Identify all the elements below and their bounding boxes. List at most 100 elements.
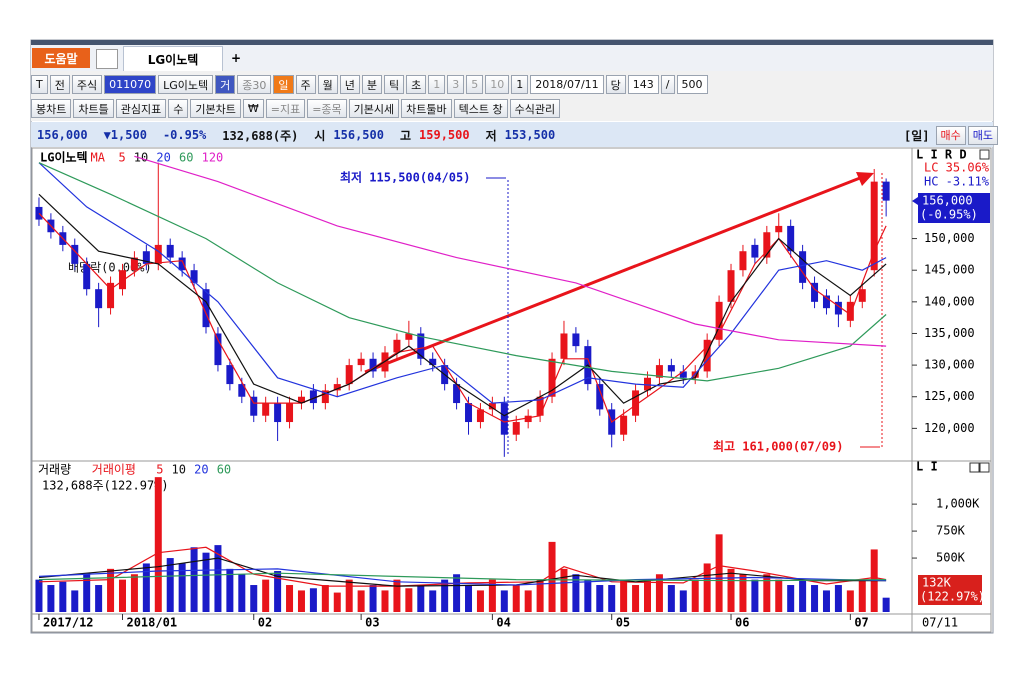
volume-tag-rate: (122.97%) [920, 590, 985, 604]
volume-bar [727, 568, 735, 612]
toolbar-item[interactable]: 수식관리 [509, 99, 561, 118]
toolbar-item[interactable]: 초 [406, 75, 427, 94]
volume-tag-value: 132K [922, 576, 952, 590]
candle-body [190, 270, 198, 283]
toolbar-item[interactable]: 011070 [104, 75, 157, 94]
toolbar-item[interactable]: 종30 [237, 75, 272, 94]
volume-bar [620, 579, 628, 612]
stock-tab[interactable]: LG이노텍 [123, 46, 223, 71]
volume-bar [739, 574, 747, 612]
toolbar-item[interactable]: 주 [295, 75, 316, 94]
candle-body [560, 333, 568, 359]
pane-button[interactable] [969, 462, 980, 473]
x-tick-label: 2017/12 [43, 616, 94, 630]
toolbar-item[interactable]: 5 [466, 75, 484, 94]
volume-bar [417, 585, 425, 612]
toolbar-item[interactable]: 전 [49, 75, 70, 94]
toolbar-item[interactable]: =종목 [307, 99, 347, 118]
legend-entry: 60 [217, 463, 231, 477]
toolbar-item[interactable]: T [31, 75, 48, 94]
volume-bar [858, 579, 866, 612]
toolbar-item[interactable]: 차트틀 [73, 99, 114, 118]
toolbar-item[interactable]: 월 [317, 75, 338, 94]
toolbar-item[interactable]: 텍스트 창 [453, 99, 508, 118]
help-button[interactable]: 도움말 [32, 48, 90, 68]
volume-tag [918, 575, 982, 605]
toolbar-item[interactable]: 거 [215, 75, 236, 94]
toolbar-item[interactable]: 1 [511, 75, 529, 94]
toolbar-item[interactable]: 틱 [384, 75, 405, 94]
candle-body [572, 333, 580, 347]
volume-bar [787, 585, 795, 612]
toolbar-item[interactable]: 년 [339, 75, 360, 94]
high-annotation: 최고 161,000(07/09) [713, 439, 843, 454]
candle-body [858, 289, 866, 302]
x-tick-label: 2018/01 [126, 616, 177, 630]
candle-body [369, 358, 377, 372]
legend-entry: 5 [119, 151, 126, 165]
toolbar-item[interactable]: 일 [273, 75, 294, 94]
toolbar-item[interactable]: 당 [605, 75, 626, 94]
lc-label: LC 35.06% [924, 161, 990, 175]
legend-entry: 120 [202, 151, 224, 165]
candle-body [632, 390, 640, 416]
candle-body [655, 365, 663, 378]
toolbar-item[interactable]: 3 [447, 75, 465, 94]
volume-legend-name: 거래량 [38, 463, 71, 477]
add-tab[interactable]: + [230, 51, 242, 65]
toolbar-item[interactable]: 143 [627, 75, 659, 94]
toolbar-item[interactable]: 10 [485, 75, 510, 94]
toolbar-item[interactable]: 분 [361, 75, 382, 94]
candle-body [524, 415, 532, 423]
candle-body [178, 257, 186, 271]
candle-body [453, 384, 461, 404]
candle-body [679, 371, 687, 378]
toolbar-item[interactable]: 기본차트 [190, 99, 241, 118]
legend-entry: 10 [172, 463, 186, 477]
toolbar-item[interactable]: 2018/07/11 [530, 75, 604, 94]
candle-body [476, 409, 484, 423]
volume-bar [333, 592, 341, 612]
toolbar-item[interactable]: 주식 [71, 75, 103, 94]
toolbar-item[interactable]: =지표 [265, 99, 306, 118]
buy-button[interactable]: 매수 [935, 125, 966, 145]
candle-body [775, 225, 783, 233]
candle-body [882, 181, 890, 201]
candle-body [500, 403, 508, 435]
quote-volume: 132,688(주) [222, 128, 299, 143]
toolbar-item[interactable]: 관심지표 [115, 99, 167, 118]
toolbar-item[interactable]: 봉차트 [31, 99, 72, 118]
volume-bar [465, 585, 473, 612]
pane-button[interactable] [979, 462, 990, 473]
quote-bg [31, 122, 993, 147]
candle-body [118, 270, 126, 290]
pane-button[interactable] [979, 149, 990, 160]
candle-body [846, 301, 854, 321]
candle-body [130, 257, 138, 271]
y-tick-label: 125,000 [924, 389, 975, 403]
volume-bar [118, 579, 126, 612]
candle-body [321, 390, 329, 404]
volume-bar [47, 585, 55, 612]
sell-button[interactable]: 매도 [967, 125, 998, 145]
volume-ma-legend-label: 거래이평 [92, 463, 136, 477]
toolbar-item[interactable]: ₩ [242, 99, 264, 118]
candle-body [345, 365, 353, 385]
layout-icon[interactable] [96, 49, 118, 69]
ex-dividend-label: 배당락(0.00%) [68, 261, 152, 275]
y-tick-label: 1,000K [936, 497, 980, 511]
candle-body [71, 244, 79, 264]
toolbar-item[interactable]: 1 [428, 75, 446, 94]
toolbar-item[interactable]: 수 [168, 99, 189, 118]
toolbar-item[interactable]: 차트툴바 [401, 99, 452, 118]
hc-label: HC -3.11% [924, 175, 990, 189]
toolbar-item[interactable]: 500 [676, 75, 708, 94]
toolbar-item[interactable]: / [660, 75, 675, 94]
volume-bar [453, 574, 461, 612]
toolbar-item[interactable]: LG이노텍 [158, 75, 214, 94]
toolbar-item[interactable]: 기본시세 [348, 99, 400, 118]
candle-body [727, 270, 735, 302]
volume-bar [512, 585, 520, 612]
volume-bar [763, 574, 771, 612]
